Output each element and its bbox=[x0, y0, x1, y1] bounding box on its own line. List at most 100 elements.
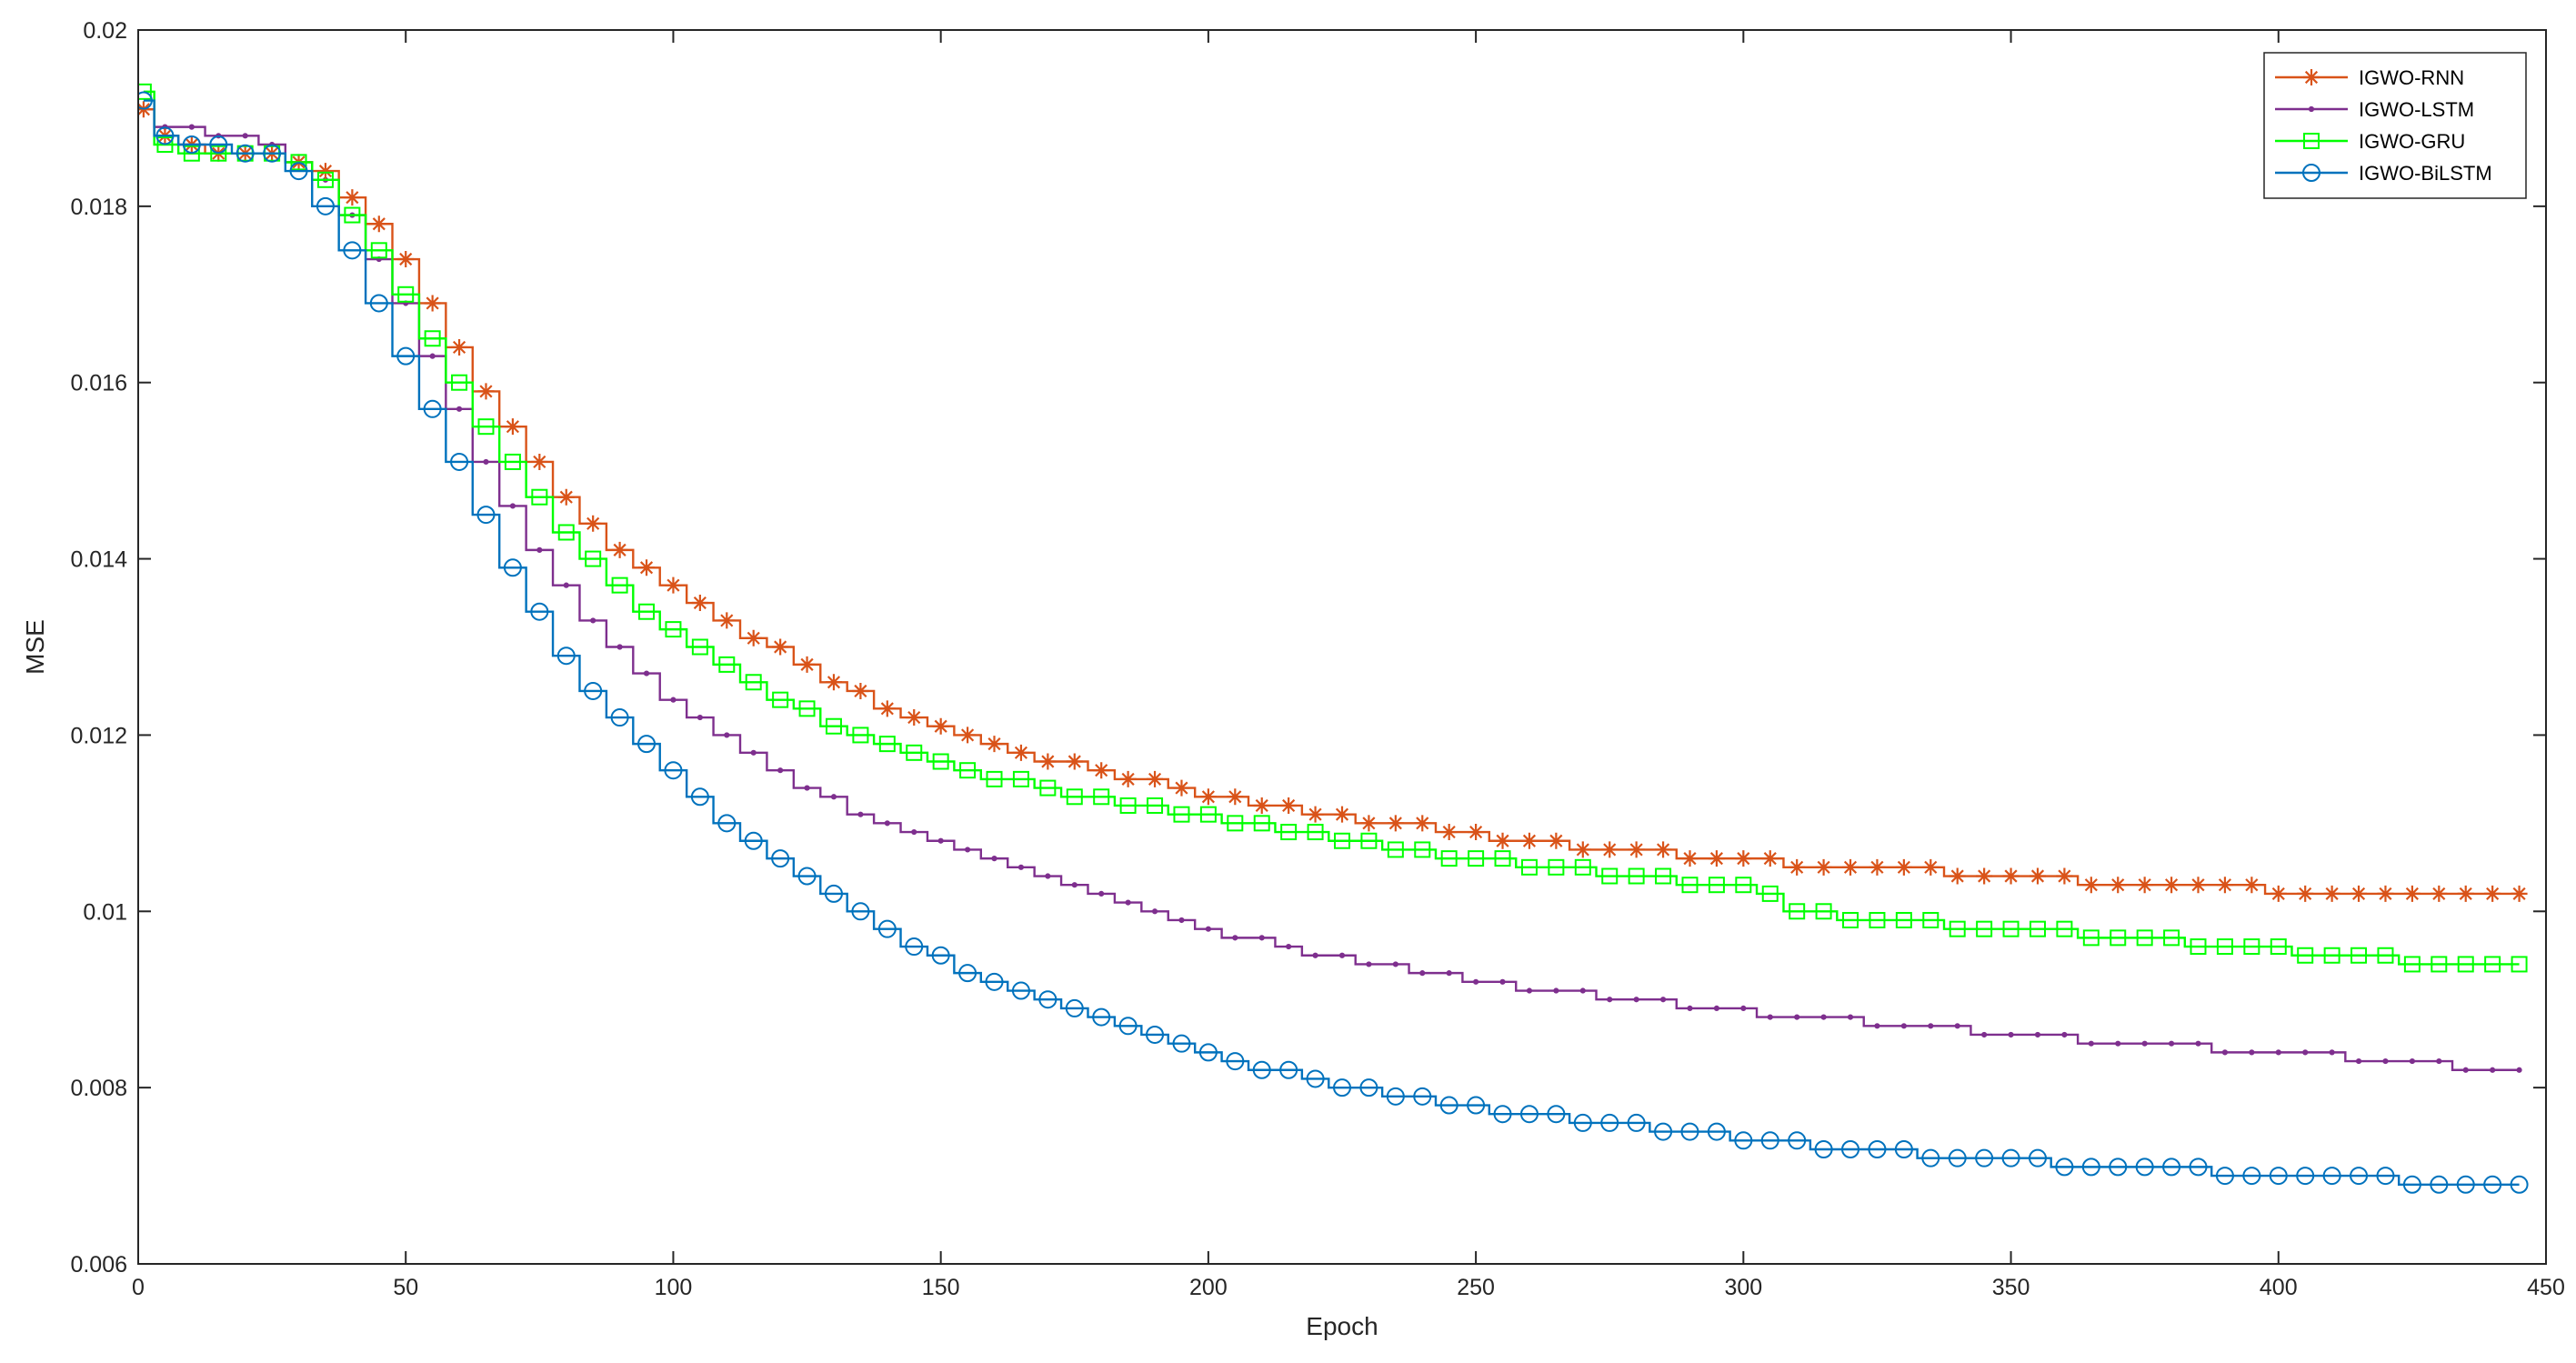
data-point-igwo-rnn bbox=[1280, 797, 1298, 814]
data-point-igwo-bilstm bbox=[236, 144, 255, 163]
data-point-igwo-bilstm bbox=[851, 902, 870, 921]
data-point-igwo-gru bbox=[906, 744, 923, 761]
data-point-igwo-gru bbox=[1574, 858, 1591, 876]
data-point-igwo-lstm bbox=[911, 828, 917, 836]
data-point-igwo-rnn bbox=[1093, 762, 1110, 779]
data-point-igwo-bilstm bbox=[2189, 1158, 2208, 1177]
data-point-igwo-bilstm bbox=[1975, 1148, 1994, 1168]
data-point-igwo-gru bbox=[585, 550, 602, 567]
data-point-igwo-gru bbox=[2323, 947, 2340, 964]
data-point-igwo-bilstm bbox=[744, 831, 763, 850]
data-point-igwo-gru bbox=[1869, 911, 1886, 928]
data-point-igwo-lstm bbox=[1125, 899, 1131, 906]
data-point-igwo-lstm bbox=[1928, 1023, 1934, 1029]
data-point-igwo-rnn bbox=[1708, 850, 1725, 867]
data-point-igwo-lstm bbox=[2249, 1049, 2255, 1056]
y-tick-label: 0.018 bbox=[70, 195, 127, 220]
data-point-igwo-lstm bbox=[1286, 943, 1292, 950]
data-point-igwo-bilstm bbox=[209, 135, 228, 155]
data-point-igwo-lstm bbox=[536, 546, 543, 553]
data-point-igwo-rnn bbox=[1307, 806, 1324, 823]
legend-item-igwo-bilstm: IGWO-BiLSTM bbox=[2275, 162, 2492, 185]
data-point-igwo-lstm bbox=[697, 714, 703, 721]
data-point-igwo-rnn bbox=[772, 638, 789, 656]
data-point-igwo-rnn bbox=[424, 295, 441, 312]
y-tick-label: 0.01 bbox=[83, 899, 127, 925]
series-igwo-gru bbox=[138, 83, 2528, 973]
data-point-igwo-lstm bbox=[1312, 952, 1318, 958]
data-point-igwo-lstm bbox=[429, 353, 436, 359]
data-point-igwo-gru bbox=[1360, 832, 1378, 849]
data-point-igwo-gru bbox=[2190, 938, 2207, 956]
data-point-igwo-bilstm bbox=[2001, 1148, 2020, 1168]
data-point-igwo-rnn bbox=[1012, 744, 1029, 761]
data-point-igwo-bilstm bbox=[1065, 998, 1084, 1017]
data-point-igwo-gru bbox=[878, 736, 896, 753]
data-point-igwo-lstm bbox=[1740, 1005, 1747, 1012]
data-point-igwo-bilstm bbox=[717, 814, 737, 833]
data-point-igwo-gru bbox=[745, 674, 762, 691]
data-point-igwo-bilstm bbox=[2510, 1175, 2529, 1194]
data-point-igwo-bilstm bbox=[1359, 1078, 1378, 1097]
data-point-igwo-bilstm bbox=[1760, 1131, 1779, 1150]
data-point-igwo-gru bbox=[1842, 911, 1859, 928]
data-point-igwo-lstm bbox=[1392, 961, 1398, 967]
data-point-igwo-lstm bbox=[830, 794, 837, 800]
data-point-igwo-rnn bbox=[451, 338, 468, 356]
data-point-igwo-lstm bbox=[804, 785, 810, 791]
data-point-igwo-lstm bbox=[937, 837, 944, 844]
data-point-igwo-lstm bbox=[1794, 1014, 1800, 1020]
data-point-igwo-bilstm bbox=[1118, 1017, 1138, 1036]
data-point-igwo-rnn bbox=[1360, 815, 1378, 832]
data-point-igwo-rnn bbox=[2029, 867, 2046, 885]
data-point-igwo-bilstm bbox=[1707, 1122, 1726, 1141]
data-point-igwo-bilstm bbox=[2055, 1158, 2074, 1177]
data-point-igwo-rnn bbox=[2457, 885, 2474, 902]
data-point-igwo-bilstm bbox=[369, 294, 388, 313]
data-point-igwo-bilstm bbox=[877, 919, 897, 938]
data-point-igwo-gru bbox=[557, 524, 575, 541]
data-point-igwo-lstm bbox=[2436, 1057, 2442, 1065]
data-point-igwo-rnn bbox=[557, 488, 575, 506]
data-point-igwo-bilstm bbox=[343, 241, 362, 260]
data-point-igwo-lstm bbox=[2490, 1067, 2496, 1073]
data-point-igwo-rnn bbox=[1066, 753, 1083, 770]
data-point-igwo-gru bbox=[210, 145, 227, 162]
data-point-igwo-lstm bbox=[2168, 1040, 2175, 1047]
data-point-igwo-rnn bbox=[1789, 858, 1806, 876]
data-point-igwo-rnn bbox=[2350, 885, 2368, 902]
data-point-igwo-gru bbox=[2029, 920, 2046, 937]
data-point-igwo-gru bbox=[316, 171, 334, 188]
data-point-igwo-bilstm bbox=[1894, 1139, 1913, 1158]
data-point-igwo-lstm bbox=[1874, 1023, 1880, 1029]
data-point-igwo-bilstm bbox=[1948, 1148, 1967, 1168]
y-tick-label: 0.014 bbox=[70, 547, 127, 573]
data-point-igwo-bilstm bbox=[1439, 1096, 1458, 1115]
data-point-igwo-lstm bbox=[1338, 952, 1346, 958]
data-point-igwo-gru bbox=[1655, 867, 1672, 885]
data-point-igwo-rnn bbox=[1440, 824, 1458, 841]
data-point-igwo-lstm bbox=[2088, 1040, 2094, 1047]
data-point-igwo-gru bbox=[1280, 824, 1298, 841]
data-point-igwo-rnn bbox=[1601, 841, 1619, 858]
data-point-igwo-gru bbox=[344, 206, 361, 224]
x-tick-label: 300 bbox=[1724, 1275, 1762, 1300]
data-point-igwo-lstm bbox=[1633, 997, 1639, 1003]
data-point-igwo-lstm bbox=[724, 732, 730, 738]
data-point-igwo-rnn bbox=[959, 727, 977, 744]
data-point-igwo-gru bbox=[1227, 815, 1244, 832]
data-point-igwo-gru bbox=[1066, 788, 1083, 806]
data-point-igwo-gru bbox=[1440, 850, 1458, 867]
data-point-igwo-bilstm bbox=[1279, 1060, 1298, 1079]
legend: IGWO-RNN IGWO-LSTM IGWO-GRU IGWO-BiLSTM bbox=[2263, 52, 2527, 199]
data-point-igwo-gru bbox=[1895, 911, 1912, 928]
data-point-igwo-bilstm bbox=[2135, 1158, 2154, 1177]
data-point-igwo-lstm bbox=[1258, 935, 1265, 941]
data-point-igwo-gru bbox=[2270, 938, 2287, 956]
data-point-igwo-gru bbox=[1628, 867, 1645, 885]
data-point-igwo-bilstm bbox=[316, 196, 335, 215]
data-point-igwo-bilstm bbox=[824, 884, 843, 903]
data-point-igwo-lstm bbox=[1205, 926, 1211, 932]
data-point-igwo-lstm bbox=[2355, 1057, 2362, 1065]
data-point-igwo-rnn bbox=[2216, 877, 2233, 894]
